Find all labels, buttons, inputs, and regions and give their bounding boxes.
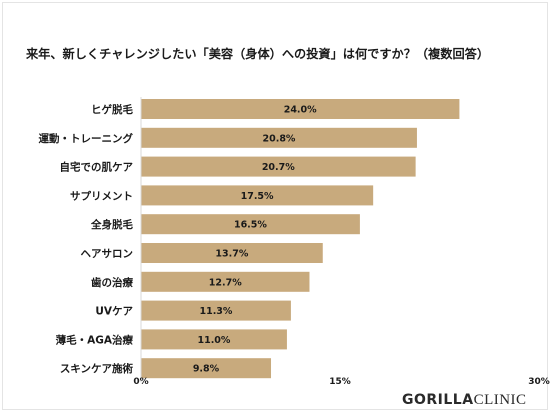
chart-frame	[2, 2, 548, 410]
value-label: 17.5%	[241, 191, 274, 202]
value-label: 11.0%	[197, 335, 230, 346]
bar	[141, 358, 272, 379]
category-label: サプリメント	[70, 189, 133, 202]
value-label: 16.5%	[234, 220, 267, 231]
category-label: ヒゲ脱毛	[91, 103, 133, 116]
category-label: ヘアサロン	[81, 248, 134, 260]
bar	[141, 214, 360, 235]
value-label: 20.7%	[262, 162, 295, 173]
category-label: 歯の治療	[91, 276, 133, 289]
bar	[141, 185, 374, 206]
value-label: 24.0%	[284, 105, 317, 116]
value-label: 20.8%	[262, 133, 295, 144]
chart-title: 来年、新しくチャレンジしたい「美容（身体）への投資」は何ですか？（複数回答）	[26, 47, 490, 61]
value-label: 12.7%	[209, 277, 242, 288]
bar	[141, 156, 416, 177]
bar	[141, 243, 323, 263]
category-label: 運動・トレーニング	[39, 132, 134, 145]
x-tick-label: 30%	[528, 377, 550, 387]
bar	[141, 271, 310, 292]
x-tick-label: 15%	[329, 377, 351, 387]
category-label: 薄毛・AGA治療	[56, 333, 134, 346]
bar	[141, 329, 287, 350]
value-label: 9.8%	[193, 364, 220, 375]
value-label: 13.7%	[215, 249, 248, 260]
logo-bold-text: GORILLA	[402, 392, 474, 408]
brand-logo: GORILLACLINIC	[402, 392, 527, 409]
bar	[141, 99, 460, 119]
value-label: 11.3%	[199, 306, 232, 317]
category-label: 全身脱毛	[90, 218, 133, 231]
category-label: UVケア	[95, 306, 133, 318]
category-label: スキンケア施術	[60, 362, 134, 375]
logo-light-text: CLINIC	[473, 392, 527, 408]
bar	[141, 300, 291, 321]
bar	[141, 127, 417, 148]
x-tick-label: 0%	[133, 377, 148, 387]
category-label: 自宅での肌ケア	[60, 161, 134, 174]
